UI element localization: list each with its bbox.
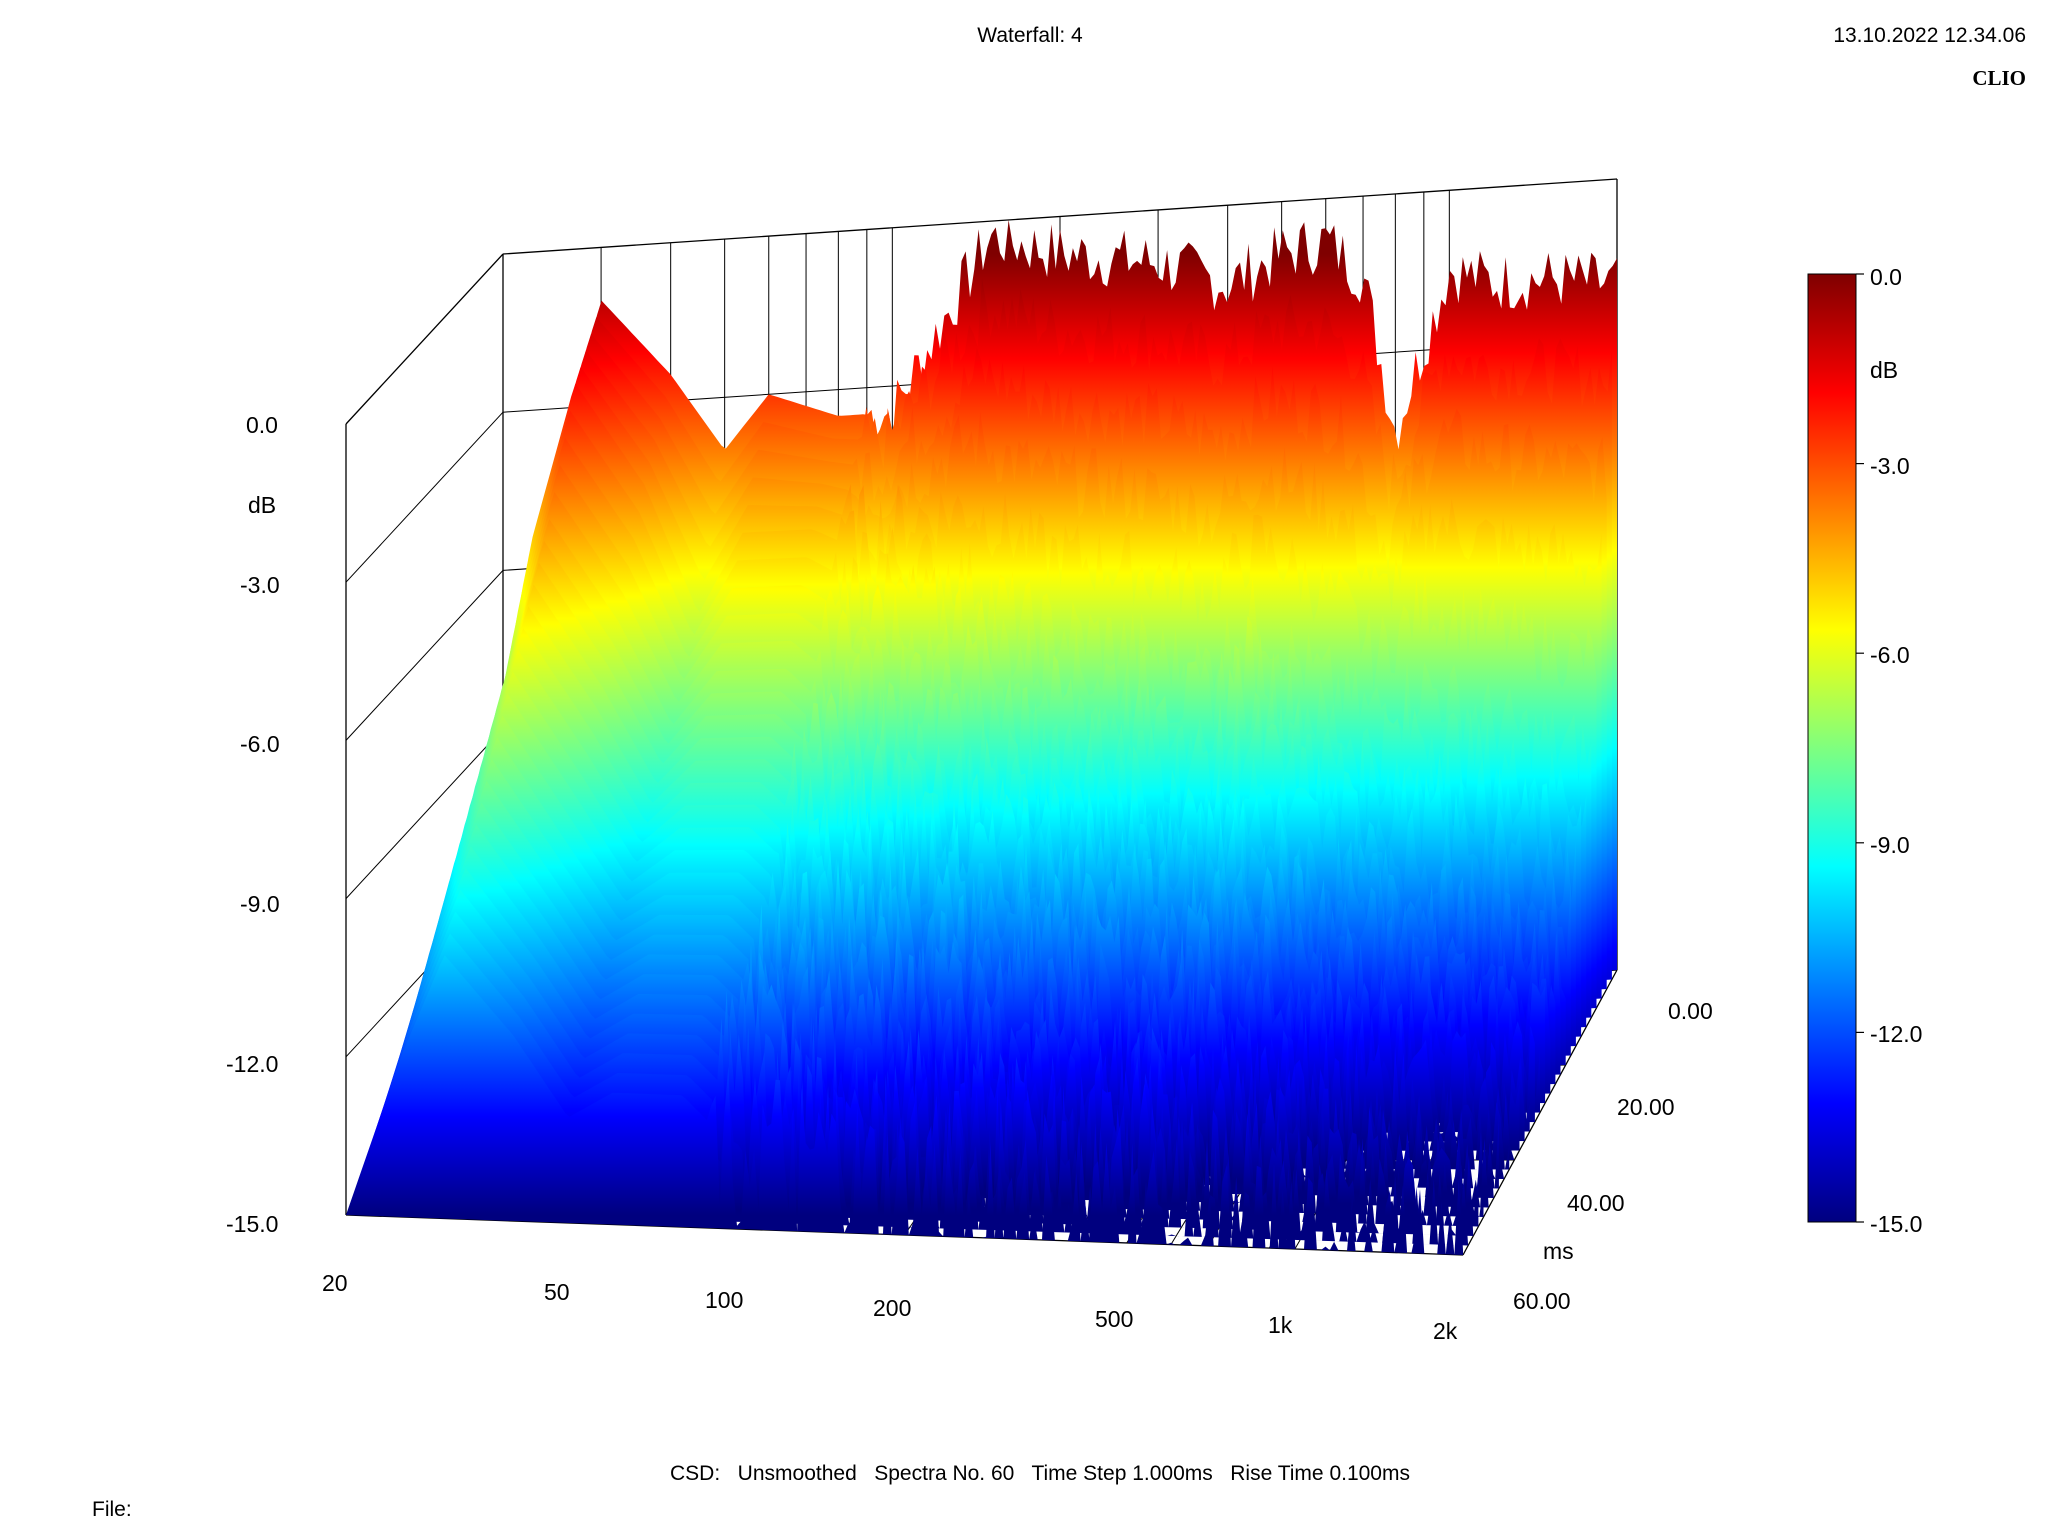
y-tick-label: 60.00: [1513, 1288, 1571, 1314]
grid-db-line: [345, 570, 504, 741]
colorbar-label: dB: [1870, 357, 1898, 383]
x-tick-label: 1k: [1268, 1312, 1293, 1338]
measurement-info: CSD: Unsmoothed Spectra No. 60 Time Step…: [670, 1462, 1410, 1485]
file-label: File:: [92, 1498, 132, 1521]
top-left-edge: [345, 253, 504, 425]
z-tick-label: 0.0: [246, 412, 278, 438]
x-tick-label: 20: [322, 1270, 348, 1296]
colorbar-tick-label: -3.0: [1870, 453, 1910, 479]
colorbar-tick-label: -15.0: [1870, 1211, 1922, 1237]
colorbar-tick-label: -6.0: [1870, 642, 1910, 668]
brand-logo: CLIO: [1972, 66, 2026, 90]
y-axis-ticks: 0.00 20.00 40.00 ms 60.00: [1513, 998, 1713, 1314]
z-axis-label: dB: [248, 492, 276, 518]
chart-title: Waterfall: 4: [977, 24, 1083, 47]
y-tick-label: 20.00: [1617, 1094, 1675, 1120]
timestamp: 13.10.2022 12.34.06: [1833, 24, 2026, 47]
z-tick-label: -3.0: [240, 572, 280, 598]
y-tick-label: 0.00: [1668, 998, 1713, 1024]
grid-db-line: [345, 411, 504, 583]
x-tick-label: 100: [705, 1287, 743, 1313]
x-tick-label: 2k: [1433, 1318, 1458, 1344]
waterfall-surface: [346, 220, 1617, 1255]
z-tick-label: -9.0: [240, 891, 280, 917]
grid-db-line: [345, 728, 504, 899]
z-axis-ticks: 0.0 dB -3.0 -6.0 -9.0 -12.0 -15.0: [226, 412, 280, 1237]
x-tick-label: 50: [544, 1279, 570, 1305]
x-axis-ticks: 20 50 100 200 500 1k 2k: [322, 1270, 1458, 1344]
colorbar: 0.0 dB -3.0 -6.0 -9.0 -12.0 -15.0: [1807, 264, 1922, 1237]
colorbar-tick-label: -12.0: [1870, 1021, 1922, 1047]
waterfall-slice: [346, 955, 1463, 1255]
z-tick-label: -12.0: [226, 1051, 278, 1077]
y-tick-label: 40.00: [1567, 1190, 1625, 1216]
x-tick-label: 500: [1095, 1306, 1133, 1332]
z-tick-label: -15.0: [226, 1211, 278, 1237]
z-tick-label: -6.0: [240, 731, 280, 757]
colorbar-tick-label: -9.0: [1870, 832, 1910, 858]
colorbar-tick-label: 0.0: [1870, 264, 1902, 290]
x-tick-label: 200: [873, 1295, 911, 1321]
colorbar-gradient: [1807, 273, 1857, 1223]
y-axis-label: ms: [1543, 1238, 1574, 1264]
